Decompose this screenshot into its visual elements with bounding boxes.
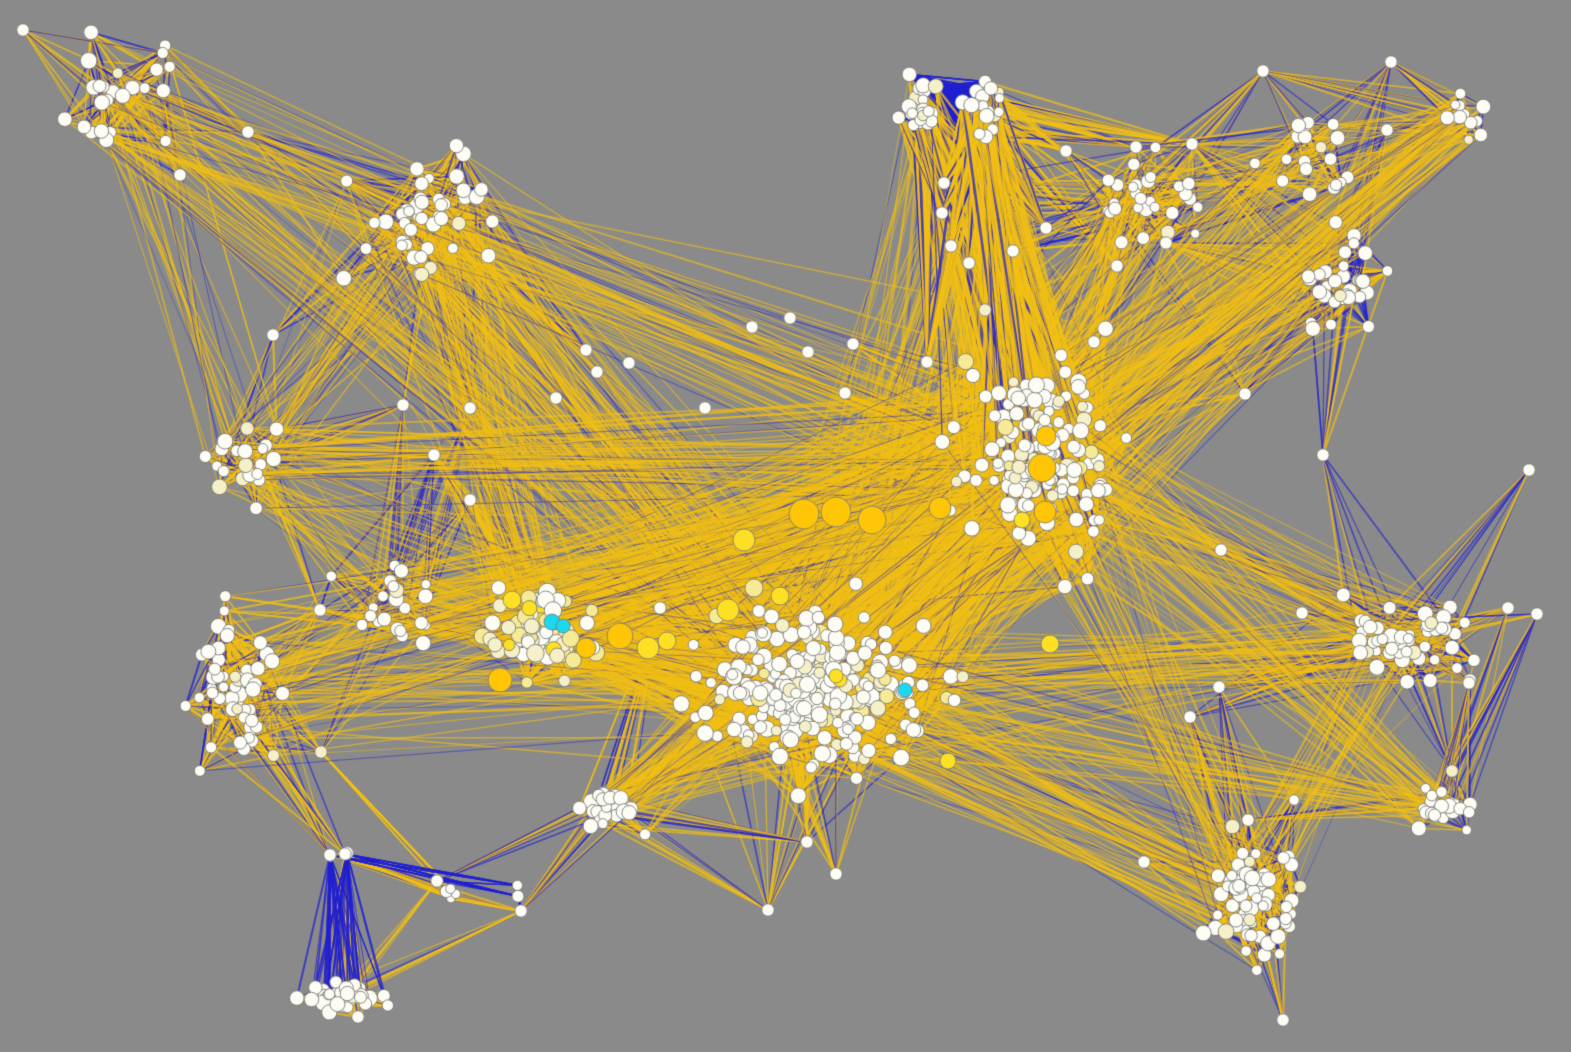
network-graph-canvas[interactable] — [0, 0, 1571, 1052]
graph-visualization-stage[interactable] — [0, 0, 1571, 1052]
